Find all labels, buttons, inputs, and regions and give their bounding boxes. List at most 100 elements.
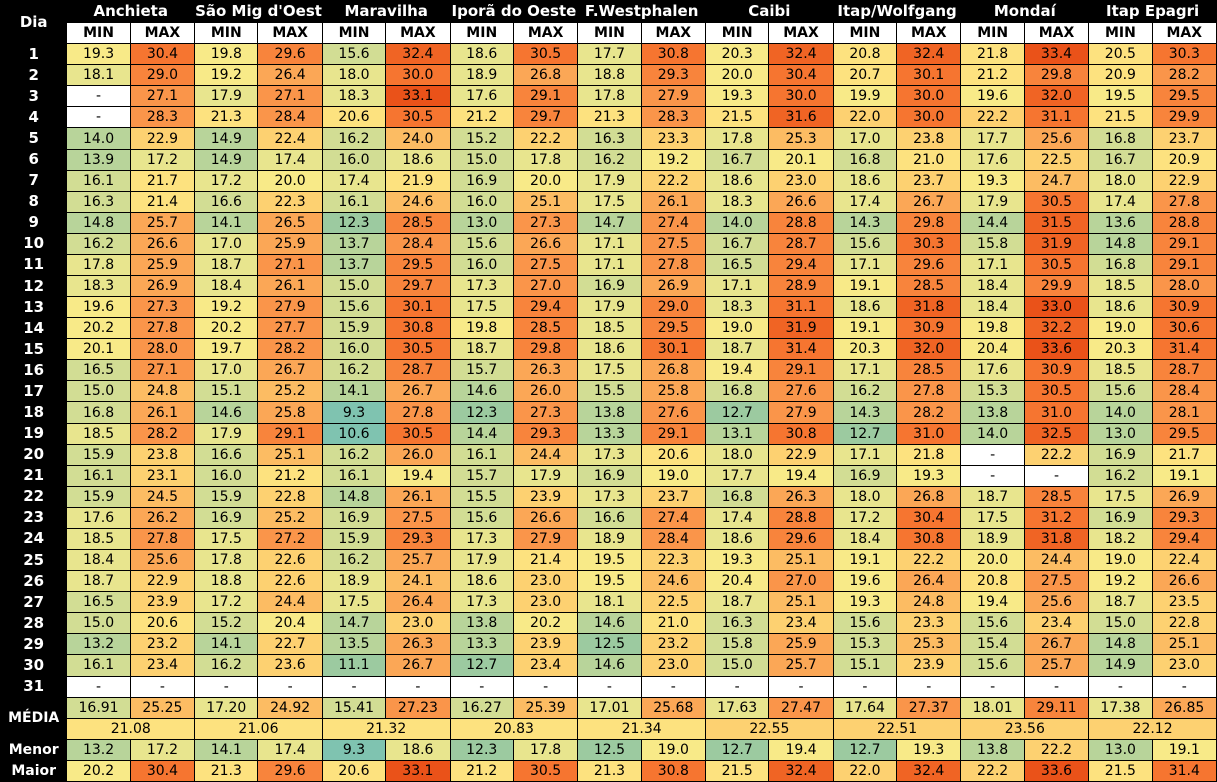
min-value: 14.0 bbox=[1088, 401, 1153, 424]
max-value: 31.4 bbox=[768, 338, 834, 361]
max-value: 24.7 bbox=[1023, 169, 1090, 192]
max-value: 23.2 bbox=[640, 633, 707, 656]
min-value: 16.5 bbox=[704, 253, 770, 277]
min-value: 13.7 bbox=[321, 253, 387, 277]
max-value: 28.7 bbox=[1151, 359, 1217, 382]
max-value: 25.8 bbox=[640, 380, 707, 403]
max-value: 30.5 bbox=[385, 106, 451, 129]
max-value: 23.4 bbox=[768, 612, 834, 635]
max-value: 28.5 bbox=[1023, 485, 1090, 508]
max-value: 23.4 bbox=[129, 654, 196, 677]
media-min-value: 17.38 bbox=[1088, 696, 1153, 719]
min-value: 16.9 bbox=[321, 506, 387, 529]
day-number: 24 bbox=[0, 527, 68, 551]
max-value: 24.4 bbox=[257, 591, 323, 614]
max-value: - bbox=[1023, 675, 1090, 698]
max-value: 30.4 bbox=[768, 64, 834, 87]
max-value: 20.2 bbox=[512, 612, 579, 635]
day-number: 19 bbox=[0, 422, 68, 445]
table-row: 28 15.0 20.6 15.2 20.4 14.7 23.0 13.8 20.2 14.6 21… bbox=[0, 612, 1217, 635]
min-value: 17.1 bbox=[960, 253, 1025, 277]
min-value: 17.3 bbox=[449, 275, 514, 298]
max-value: 29.1 bbox=[640, 422, 707, 445]
min-value: 20.9 bbox=[1088, 64, 1153, 87]
max-value: 26.8 bbox=[896, 485, 962, 508]
table-row: 21 16.1 23.1 16.0 21.2 16.1 19.4 15.7 17.9 16.9 19… bbox=[0, 464, 1217, 487]
min-value: 17.4 bbox=[1088, 190, 1153, 213]
media-min-value: 17.20 bbox=[194, 696, 259, 719]
menor-max-value: 17.4 bbox=[257, 738, 323, 761]
max-value: - bbox=[1023, 464, 1090, 487]
min-value: 17.8 bbox=[577, 85, 642, 108]
min-value: 20.3 bbox=[1088, 338, 1153, 361]
max-value: - bbox=[512, 675, 579, 698]
max-value: 33.0 bbox=[1023, 296, 1090, 319]
day-number: 25 bbox=[0, 549, 68, 572]
min-value: 21.5 bbox=[1088, 106, 1153, 129]
min-value: 19.5 bbox=[577, 549, 642, 572]
min-value: - bbox=[1088, 675, 1153, 698]
min-value: 15.6 bbox=[449, 232, 514, 255]
station-header: São Mig d'Oeste bbox=[194, 0, 323, 24]
max-value: 29.7 bbox=[385, 275, 451, 298]
min-value: 10.6 bbox=[321, 422, 387, 445]
max-value: 27.1 bbox=[257, 85, 323, 108]
max-value: 28.5 bbox=[512, 317, 579, 340]
max-value: 31.8 bbox=[896, 296, 962, 319]
menor-max-value: 19.0 bbox=[640, 738, 707, 761]
max-value: 27.2 bbox=[257, 527, 323, 551]
min-value: 19.3 bbox=[832, 591, 898, 614]
table-row: 13 19.6 27.3 19.2 27.9 15.6 30.1 17.5 29.4 17.9 29… bbox=[0, 296, 1217, 319]
max-value: 27.8 bbox=[896, 380, 962, 403]
max-value: 25.9 bbox=[129, 253, 196, 277]
day-number: 15 bbox=[0, 338, 68, 361]
max-value: 28.7 bbox=[768, 232, 834, 255]
max-value: 25.7 bbox=[768, 654, 834, 677]
min-value: 18.3 bbox=[321, 85, 387, 108]
media-max-value: 25.25 bbox=[129, 696, 196, 719]
min-value: 16.1 bbox=[66, 654, 131, 677]
maior-max-value: 33.6 bbox=[1023, 759, 1090, 782]
max-value: 33.1 bbox=[385, 85, 451, 108]
min-value: 16.1 bbox=[66, 464, 131, 487]
min-value: 14.0 bbox=[704, 211, 770, 234]
min-value: 14.3 bbox=[832, 401, 898, 424]
min-value: 16.8 bbox=[66, 401, 131, 424]
day-number: 10 bbox=[0, 232, 68, 255]
day-number: 21 bbox=[0, 464, 68, 487]
min-value: 18.3 bbox=[704, 190, 770, 213]
menor-min-value: 14.1 bbox=[194, 738, 259, 761]
min-header: MIN bbox=[577, 22, 642, 45]
min-value: 15.6 bbox=[960, 612, 1025, 635]
media-total-value: 22.12 bbox=[1088, 717, 1217, 740]
table-row: 2 18.1 29.0 19.2 26.4 18.0 30.0 18.9 26.8 18.8 29.… bbox=[0, 64, 1217, 87]
table-row: 17 15.0 24.8 15.1 25.2 14.1 26.7 14.6 26.0 15.5 25… bbox=[0, 380, 1217, 403]
max-value: 30.9 bbox=[1151, 296, 1217, 319]
min-value: 15.0 bbox=[66, 612, 131, 635]
max-value: 20.0 bbox=[512, 169, 579, 192]
station-header: Maravilha bbox=[321, 0, 451, 24]
media-total-value: 21.32 bbox=[321, 717, 451, 740]
max-value: 26.6 bbox=[512, 232, 579, 255]
min-value: 16.2 bbox=[321, 127, 387, 150]
max-value: 23.9 bbox=[129, 591, 196, 614]
min-value: 18.0 bbox=[832, 485, 898, 508]
day-number: 7 bbox=[0, 169, 68, 192]
max-value: 25.7 bbox=[385, 549, 451, 572]
min-value: 17.3 bbox=[577, 485, 642, 508]
min-value: 19.8 bbox=[960, 317, 1025, 340]
day-number: 29 bbox=[0, 633, 68, 656]
min-value: 20.2 bbox=[194, 317, 259, 340]
max-value: - bbox=[768, 675, 834, 698]
max-value: 22.6 bbox=[257, 549, 323, 572]
menor-min-value: 9.3 bbox=[321, 738, 387, 761]
max-value: 27.1 bbox=[129, 85, 196, 108]
min-value: 17.7 bbox=[960, 127, 1025, 150]
min-value: 15.1 bbox=[832, 654, 898, 677]
min-value: - bbox=[960, 443, 1025, 466]
min-value: 16.1 bbox=[66, 169, 131, 192]
table-row: 10 16.2 26.6 17.0 25.9 13.7 28.4 15.6 26.6 17.1 27… bbox=[0, 232, 1217, 255]
min-value: 15.6 bbox=[832, 232, 898, 255]
min-value: 15.5 bbox=[449, 485, 514, 508]
min-value: 19.5 bbox=[577, 570, 642, 593]
